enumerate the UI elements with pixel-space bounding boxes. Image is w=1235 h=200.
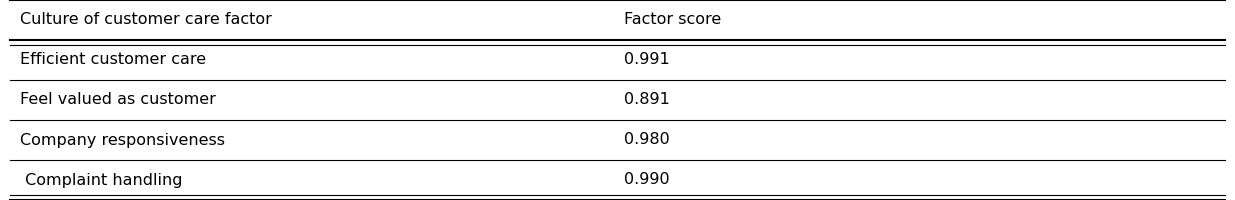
Text: Culture of customer care factor: Culture of customer care factor [20, 12, 272, 27]
Text: 0.891: 0.891 [624, 92, 669, 108]
Text: Company responsiveness: Company responsiveness [20, 133, 225, 148]
Text: 0.990: 0.990 [624, 172, 669, 188]
Text: Complaint handling: Complaint handling [20, 172, 183, 188]
Text: Factor score: Factor score [624, 12, 721, 27]
Text: Feel valued as customer: Feel valued as customer [20, 92, 216, 108]
Text: 0.991: 0.991 [624, 52, 669, 68]
Text: 0.980: 0.980 [624, 133, 669, 148]
Text: Efficient customer care: Efficient customer care [20, 52, 206, 68]
